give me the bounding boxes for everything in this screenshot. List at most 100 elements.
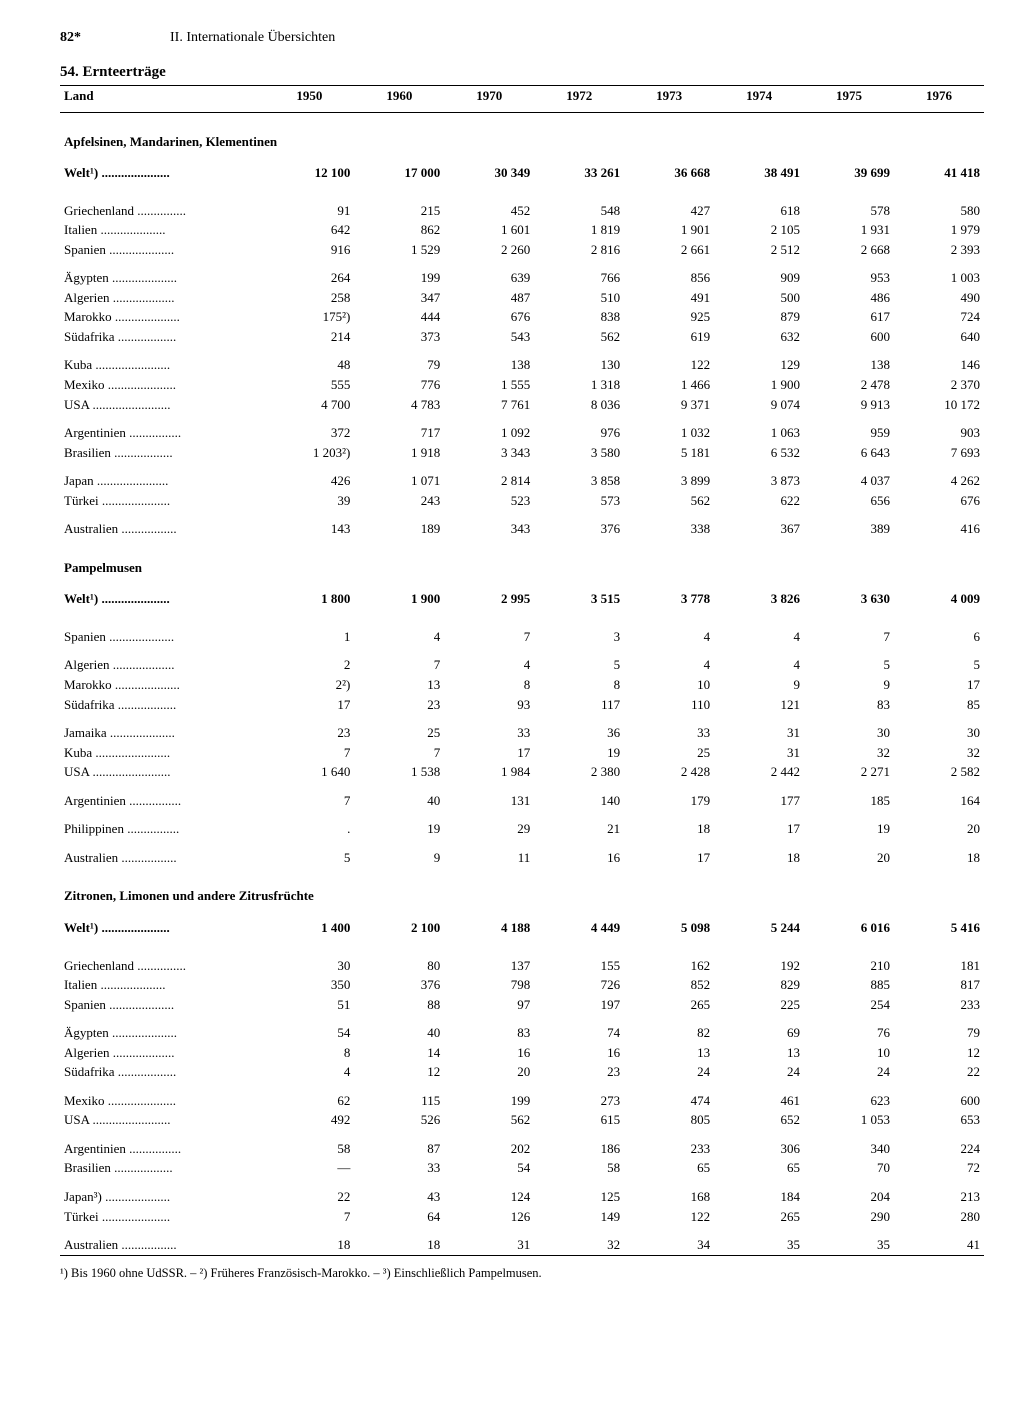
cell-value: 290 <box>804 1207 894 1227</box>
cell-value: 3 858 <box>534 462 624 491</box>
cell-value: 1 984 <box>444 762 534 782</box>
cell-value: 25 <box>624 743 714 763</box>
cell-value: 4 <box>714 618 804 647</box>
cell-value: 138 <box>804 346 894 375</box>
cell-value: 862 <box>354 220 444 240</box>
cell-value: 2 428 <box>624 762 714 782</box>
cell-value: 5 <box>264 839 354 868</box>
cell-value: 444 <box>354 307 444 327</box>
cell-value: 1 979 <box>894 220 984 240</box>
cell-value: 23 <box>354 695 444 715</box>
cell-value: 121 <box>714 695 804 715</box>
table-row: Welt¹) .....................12 10017 000… <box>60 160 984 192</box>
cell-value: 817 <box>894 975 984 995</box>
col-header-year: 1960 <box>354 86 444 106</box>
cell-value: 117 <box>534 695 624 715</box>
cell-value: 389 <box>804 510 894 539</box>
cell-value: 618 <box>714 192 804 221</box>
cell-value: 959 <box>804 414 894 443</box>
cell-value: 202 <box>444 1130 534 1159</box>
cell-value: 8 <box>444 675 534 695</box>
cell-value: 184 <box>714 1178 804 1207</box>
cell-value: 879 <box>714 307 804 327</box>
cell-value: 186 <box>534 1130 624 1159</box>
cell-value: 43 <box>354 1178 444 1207</box>
cell-value: 19 <box>804 810 894 839</box>
row-label: Südafrika .................. <box>60 695 264 715</box>
cell-value: 214 <box>264 327 354 347</box>
data-table: Land19501960197019721973197419751976 Apf… <box>60 86 984 1255</box>
cell-value: 526 <box>354 1110 444 1130</box>
cell-value: 31 <box>444 1226 534 1255</box>
row-label: Spanien .................... <box>60 618 264 647</box>
cell-value: 4 009 <box>894 586 984 618</box>
table-row: Südafrika ..................172393117110… <box>60 695 984 715</box>
cell-value: 1 <box>264 618 354 647</box>
cell-value: 9 <box>714 675 804 695</box>
cell-value: 18 <box>624 810 714 839</box>
cell-value: 35 <box>804 1226 894 1255</box>
cell-value: 233 <box>624 1130 714 1159</box>
row-label: Spanien .................... <box>60 240 264 260</box>
table-row: Argentinien ................588720218623… <box>60 1130 984 1159</box>
cell-value: 623 <box>804 1082 894 1111</box>
col-header-year: 1972 <box>534 86 624 106</box>
col-header-year: 1973 <box>624 86 714 106</box>
cell-value: 829 <box>714 975 804 995</box>
cell-value: 617 <box>804 307 894 327</box>
cell-value: 48 <box>264 346 354 375</box>
cell-value: 33 <box>624 714 714 743</box>
table-row: Ägypten ....................264199639766… <box>60 259 984 288</box>
cell-value: 1 466 <box>624 375 714 395</box>
cell-value: 376 <box>354 975 444 995</box>
cell-value: 10 <box>804 1043 894 1063</box>
cell-value: 676 <box>444 307 534 327</box>
cell-value: 265 <box>624 995 714 1015</box>
row-label: Welt¹) ..................... <box>60 160 264 192</box>
cell-value: 82 <box>624 1014 714 1043</box>
cell-value: 5 <box>534 646 624 675</box>
cell-value: 74 <box>534 1014 624 1043</box>
cell-value: 10 172 <box>894 395 984 415</box>
row-label: Italien .................... <box>60 220 264 240</box>
cell-value: 93 <box>444 695 534 715</box>
cell-value: 4 262 <box>894 462 984 491</box>
table-row: Australien .................591116171820… <box>60 839 984 868</box>
cell-value: 87 <box>354 1130 444 1159</box>
cell-value: 146 <box>894 346 984 375</box>
cell-value: 30 <box>894 714 984 743</box>
cell-value: 1 918 <box>354 443 444 463</box>
table-row: Ägypten ....................544083748269… <box>60 1014 984 1043</box>
table-row: USA ........................492526562615… <box>60 1110 984 1130</box>
cell-value: 600 <box>804 327 894 347</box>
row-label: Mexiko ..................... <box>60 375 264 395</box>
cell-value: 16 <box>534 839 624 868</box>
col-header-year: 1950 <box>264 86 354 106</box>
table-row: Australien .................143189343376… <box>60 510 984 539</box>
cell-value: 19 <box>534 743 624 763</box>
row-label: Philippinen ................ <box>60 810 264 839</box>
cell-value: 724 <box>894 307 984 327</box>
cell-value: 578 <box>804 192 894 221</box>
cell-value: 7 761 <box>444 395 534 415</box>
cell-value: 580 <box>894 192 984 221</box>
cell-value: 9 074 <box>714 395 804 415</box>
page-number: 82* <box>60 30 170 46</box>
cell-value: 51 <box>264 995 354 1015</box>
cell-value: 555 <box>264 375 354 395</box>
cell-value: 4 449 <box>534 915 624 947</box>
cell-value: 72 <box>894 1158 984 1178</box>
row-label: Algerien ................... <box>60 1043 264 1063</box>
table-row: Marokko ....................2²)138810991… <box>60 675 984 695</box>
row-label: Brasilien .................. <box>60 443 264 463</box>
cell-value: 4 037 <box>804 462 894 491</box>
cell-value: 185 <box>804 782 894 811</box>
cell-value: 13 <box>624 1043 714 1063</box>
cell-value: 3 630 <box>804 586 894 618</box>
cell-value: 717 <box>354 414 444 443</box>
cell-value: 5 244 <box>714 915 804 947</box>
cell-value: 639 <box>444 259 534 288</box>
cell-value: 137 <box>444 947 534 976</box>
cell-value: 1 601 <box>444 220 534 240</box>
cell-value: 40 <box>354 782 444 811</box>
